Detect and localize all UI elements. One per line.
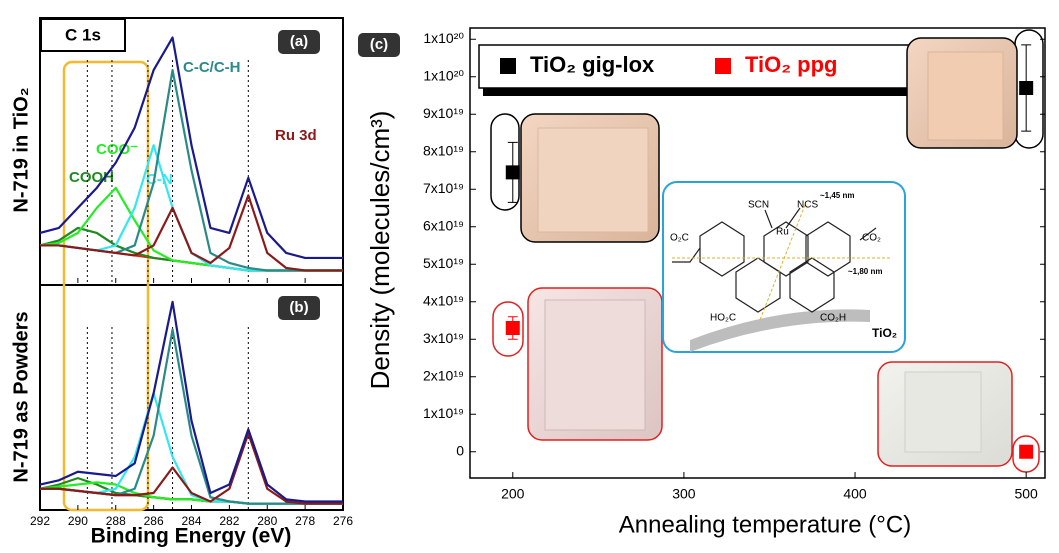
- y-tick-label: 7x10¹⁹: [423, 180, 464, 196]
- marker: [1019, 445, 1033, 459]
- diagram-label: CO₂H: [820, 313, 846, 324]
- y-axis-label: N-719 in TiO₂: [10, 87, 32, 212]
- photo-sample: [538, 128, 648, 232]
- x-tick-label: 286: [144, 514, 164, 528]
- diagram-label: Ru: [776, 227, 789, 238]
- y-tick-label: 1x10²⁰: [423, 30, 464, 46]
- photo-sample: [905, 372, 981, 452]
- annotation: COO⁻: [96, 141, 138, 158]
- diagram-label: HO₂C: [710, 313, 736, 324]
- diagram-label: SCN: [748, 200, 769, 211]
- marker: [506, 321, 520, 335]
- diagram-label: NCS: [797, 200, 818, 211]
- spectrum-line: [40, 195, 343, 270]
- panel-label: C 1s: [65, 25, 101, 44]
- photo-sample: [928, 52, 1003, 140]
- x-tick-label: 300: [672, 486, 696, 502]
- legend-swatch: [500, 58, 516, 74]
- y-tick-label: 5x10¹⁹: [423, 255, 464, 271]
- x-tick-label: 200: [501, 486, 525, 502]
- annotation: C-C/C-H: [183, 59, 241, 76]
- legend-label: TiO₂ gig-lox: [530, 52, 655, 77]
- y-axis-label: N-719 as Powders: [10, 311, 32, 482]
- diagram-label: TiO₂: [872, 326, 897, 340]
- y-tick-label: 4x10¹⁹: [423, 292, 464, 308]
- photo-sample: [545, 300, 645, 430]
- x-tick-label: 284: [181, 514, 201, 528]
- x-tick-label: 400: [843, 486, 867, 502]
- y-axis-label: Density (molecules/cm³): [365, 111, 395, 390]
- y-tick-label: 8x10¹⁹: [423, 142, 464, 158]
- annotation: COOH: [69, 169, 114, 186]
- y-tick-label: 2x10¹⁹: [423, 367, 464, 383]
- legend-swatch: [715, 58, 731, 74]
- x-tick-label: 282: [219, 514, 239, 528]
- y-tick-label: 1x10¹⁹: [423, 405, 464, 421]
- y-tick-label: 6x10¹⁹: [423, 217, 464, 233]
- callout: [491, 114, 519, 210]
- y-tick-label: 3x10¹⁹: [423, 330, 464, 346]
- diagram-label: CO₂: [862, 233, 881, 244]
- x-tick-label: 276: [333, 514, 353, 528]
- panel-tag: (b): [289, 299, 308, 316]
- x-tick-label: 292: [30, 514, 50, 528]
- marker: [1019, 81, 1033, 95]
- x-tick-label: 278: [295, 514, 315, 528]
- x-tick-label: 280: [257, 514, 277, 528]
- y-tick-label: 0: [456, 442, 464, 458]
- x-tick-label: 500: [1014, 486, 1038, 502]
- spectrum-line: [40, 393, 343, 503]
- x-tick-label: 288: [106, 514, 126, 528]
- y-tick-label: 1x10²⁰: [423, 67, 464, 83]
- y-tick-label: 9x10¹⁹: [423, 105, 464, 121]
- x-tick-label: 290: [68, 514, 88, 528]
- annotation: C-N: [146, 171, 173, 188]
- annotation: Ru 3d: [275, 127, 317, 144]
- x-axis-label: Annealing temperature (°C): [619, 511, 911, 538]
- diagram-label: ~1,80 nm: [848, 267, 882, 276]
- molecule-diagram: SCN NCS ~1,45 nm Ru O₂C CO₂ ~1,80 nm HO₂…: [663, 182, 905, 352]
- panel-tag: (a): [290, 33, 308, 50]
- marker: [506, 165, 520, 179]
- panel-tag: (c): [370, 36, 388, 53]
- legend-label: TiO₂ ppg: [745, 52, 837, 77]
- spectrum-line: [40, 302, 343, 502]
- diagram-label: ~1,45 nm: [820, 191, 854, 200]
- diagram-label: O₂C: [670, 233, 689, 244]
- figure: C 1s (a) (b) C-C/C-H COO⁻ COOH C-N Ru 3d…: [0, 0, 1059, 548]
- spectrum-line: [40, 434, 343, 504]
